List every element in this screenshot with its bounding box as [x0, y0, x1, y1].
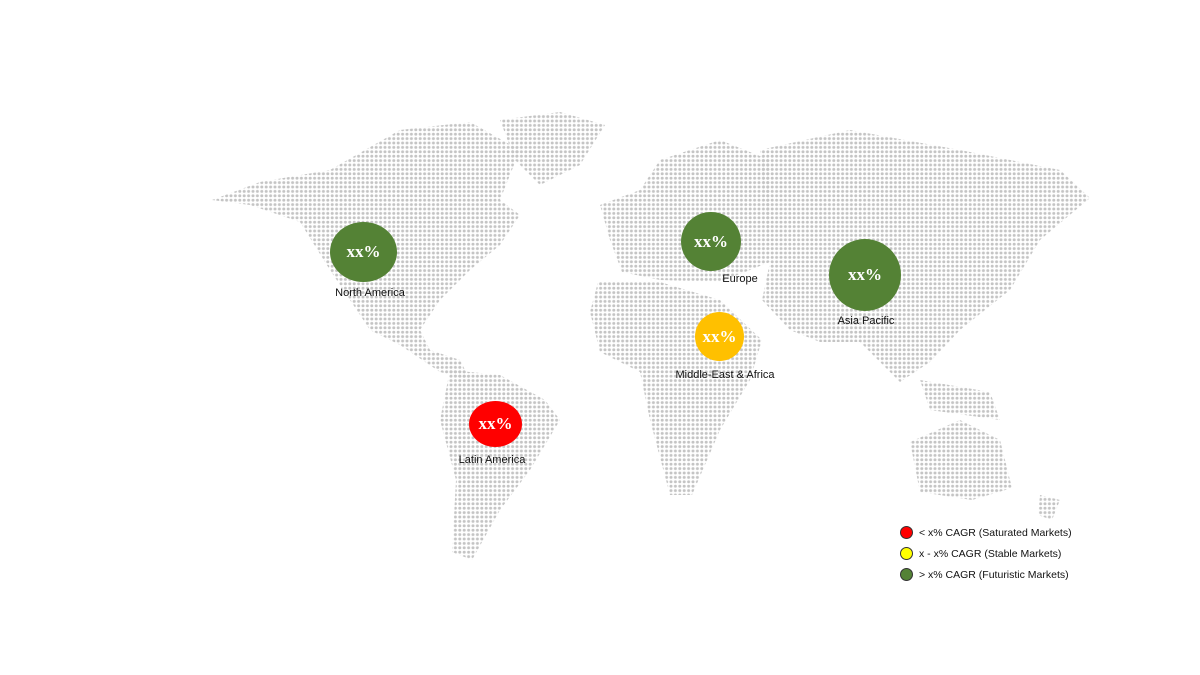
legend-label: x - x% CAGR (Stable Markets) [919, 547, 1062, 560]
region-bubble-europe: xx% [681, 212, 741, 271]
region-label-asia-pacific: Asia Pacific [837, 315, 895, 327]
southeast-asia-islands [920, 380, 1000, 420]
asia-landmass [760, 130, 1090, 382]
region-label-europe: Europe [722, 273, 758, 285]
region-label-north-america: North America [335, 287, 405, 299]
region-label-latin-america: Latin America [458, 454, 526, 466]
region-bubble-north-america: xx% [330, 222, 397, 282]
legend-item-saturated: < x% CAGR (Saturated Markets) [900, 522, 1072, 543]
europe-landmass [600, 140, 770, 282]
greenland-landmass [500, 112, 605, 185]
region-bubble-asia-pacific: xx% [829, 239, 901, 311]
region-bubble-latin-america: xx% [469, 401, 522, 447]
australia-landmass [910, 420, 1012, 500]
legend-item-stable: x - x% CAGR (Stable Markets) [900, 543, 1072, 564]
red-circle-icon [900, 526, 913, 539]
legend: < x% CAGR (Saturated Markets) x - x% CAG… [900, 522, 1072, 585]
yellow-circle-icon [900, 547, 913, 560]
region-bubble-middle-east-africa: xx% [695, 312, 744, 361]
new-zealand-landmass [1038, 495, 1060, 520]
legend-label: > x% CAGR (Futuristic Markets) [919, 568, 1069, 581]
africa-landmass [590, 282, 762, 495]
green-circle-icon [900, 568, 913, 581]
legend-item-futuristic: > x% CAGR (Futuristic Markets) [900, 564, 1072, 585]
region-label-middle-east-africa: Middle-East & Africa [675, 369, 775, 381]
legend-label: < x% CAGR (Saturated Markets) [919, 526, 1072, 539]
